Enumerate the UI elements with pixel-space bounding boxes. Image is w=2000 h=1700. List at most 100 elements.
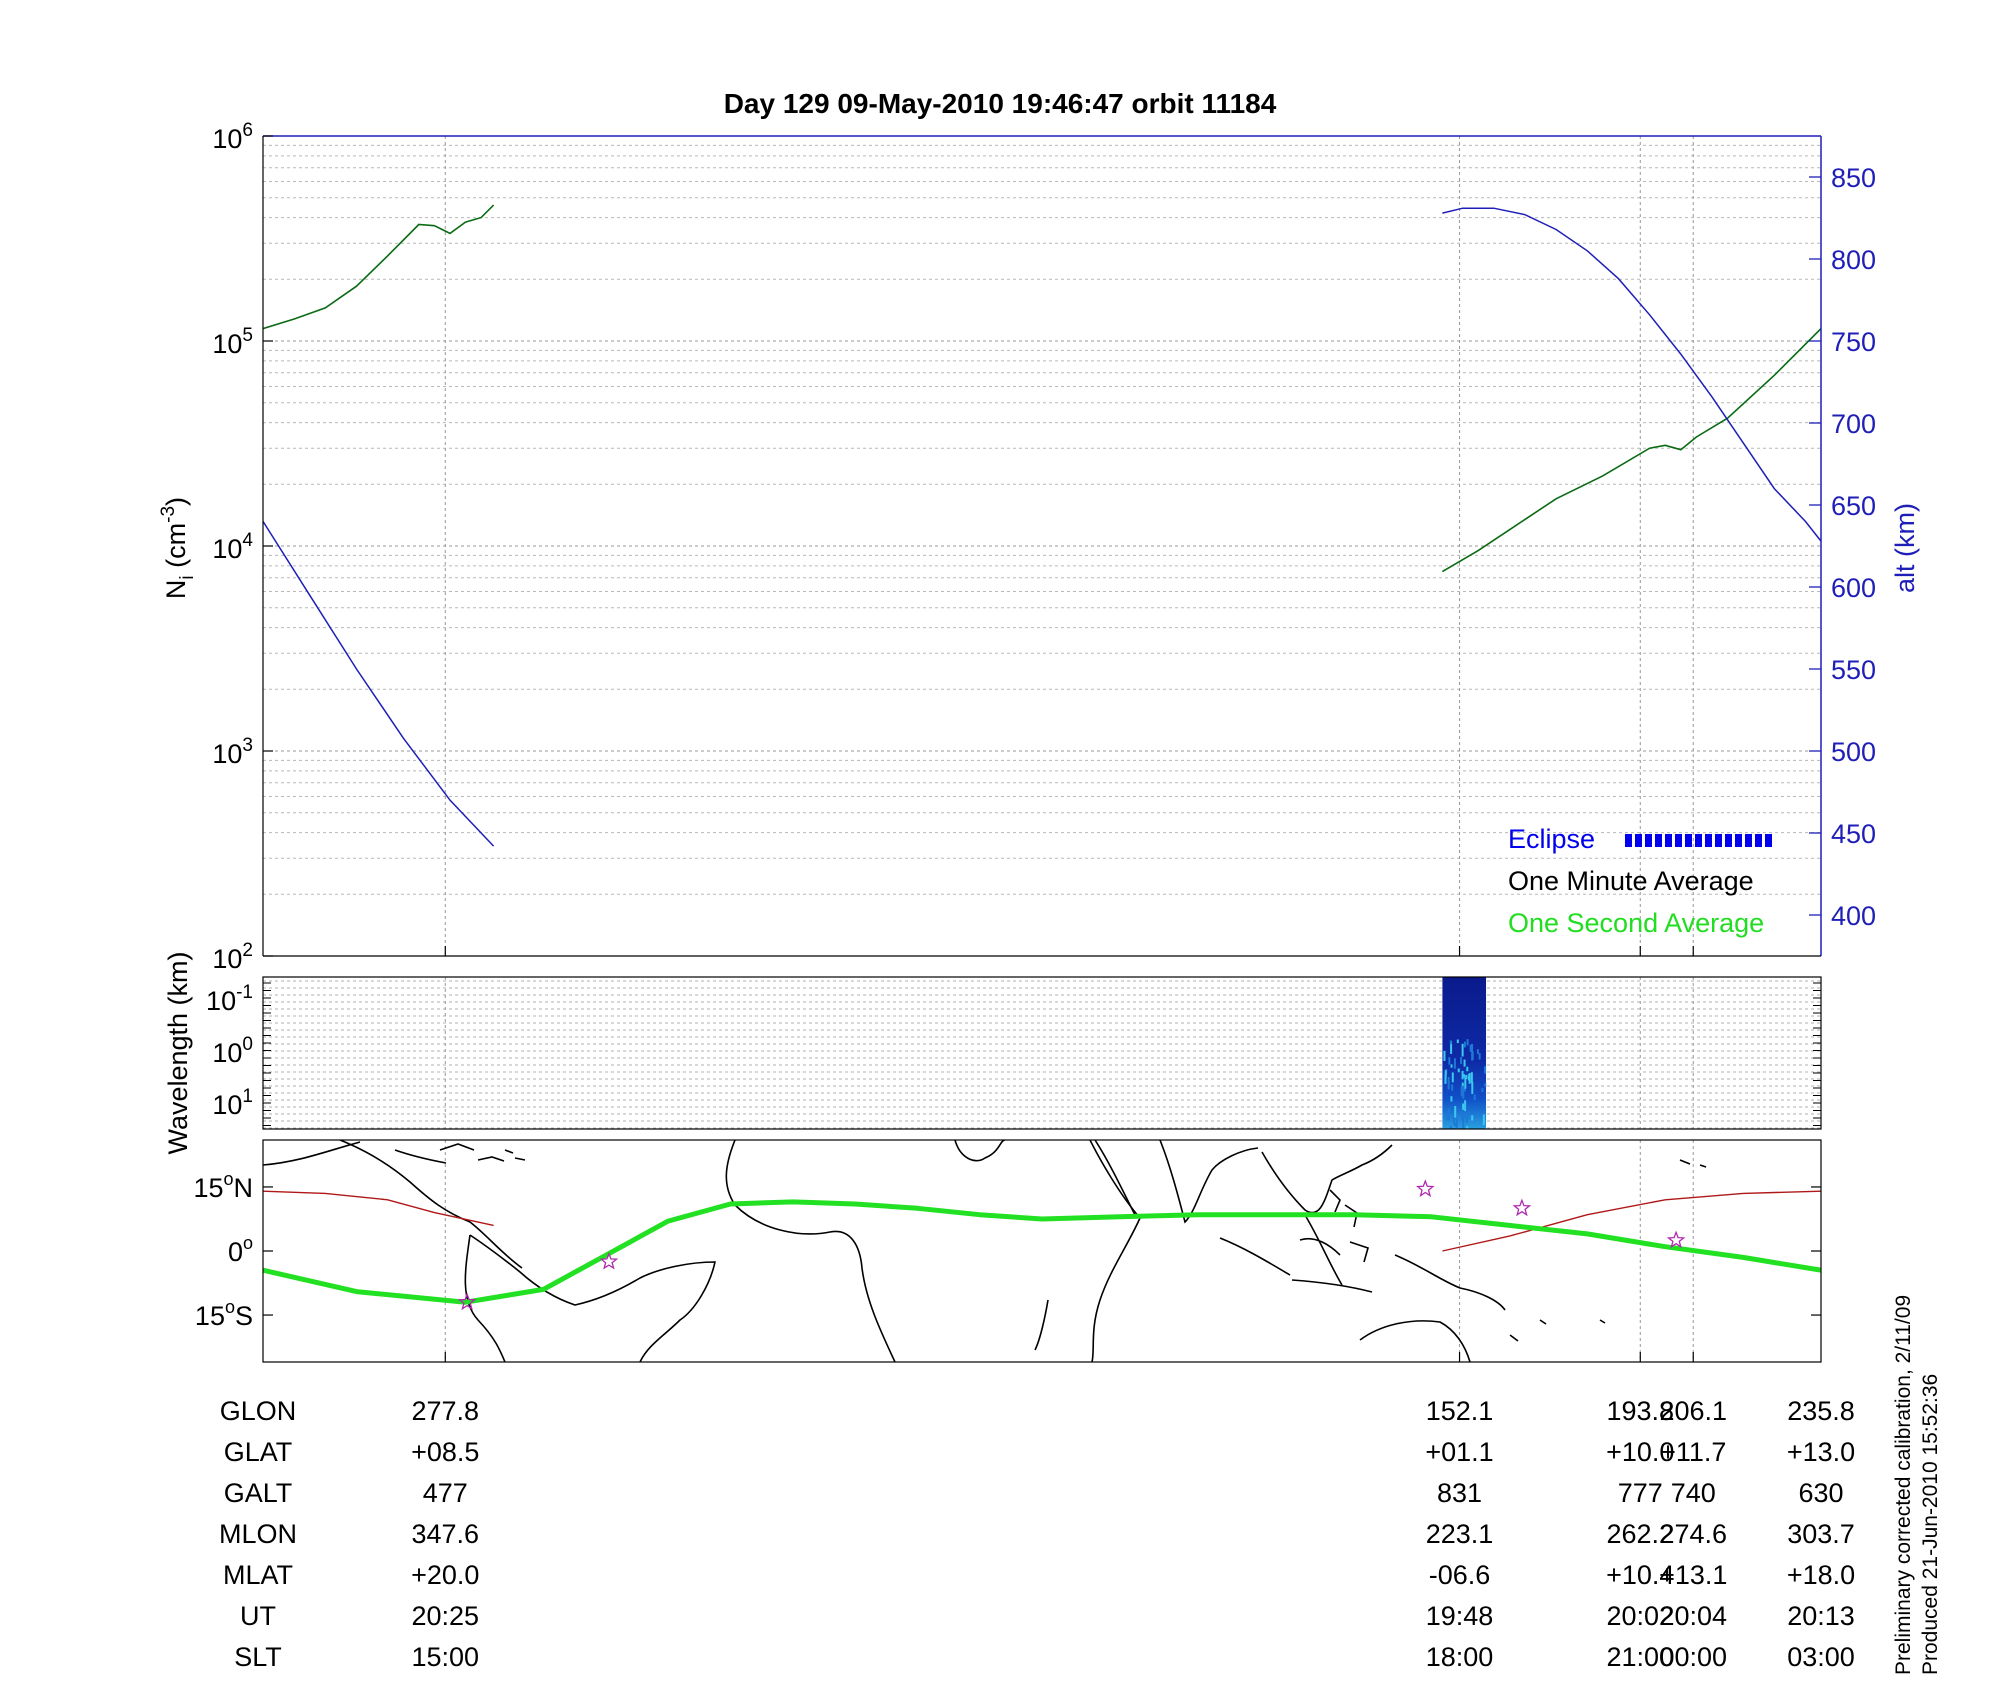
star-marker: [1512, 1198, 1532, 1217]
latitude-tick-label: 15oS: [195, 1297, 253, 1331]
density-tick-label: 103: [212, 735, 253, 769]
density-tick-label: 102: [212, 940, 253, 974]
altitude-tick-label: 700: [1831, 409, 1876, 439]
spectrogram-speckle: [1466, 1039, 1469, 1046]
table-cell: 740: [1671, 1478, 1716, 1508]
table-cell: +18.0: [1787, 1560, 1855, 1590]
spectrogram-speckle: [1444, 1074, 1447, 1084]
legend-eclipse-marks: [1625, 834, 1772, 847]
altitude-tick-label: 500: [1831, 737, 1876, 767]
table-cell: 262.2: [1606, 1519, 1674, 1549]
spectrogram-speckle: [1455, 1118, 1458, 1128]
star-marker: [1415, 1179, 1435, 1198]
table-row-label: UT: [240, 1601, 276, 1631]
eclipse-mark: [1705, 834, 1712, 847]
altitude-axis-label: alt (km): [1890, 503, 1920, 593]
spectrogram-speckle: [1456, 1039, 1459, 1044]
coastline-southeast-asia: [1261, 1144, 1393, 1286]
spectrogram-speckle: [1445, 1116, 1448, 1121]
table-cell: +10.4: [1606, 1560, 1674, 1590]
table-cell: 15:00: [411, 1642, 479, 1672]
legend-second-label: One Second Average: [1508, 908, 1764, 938]
latitude-axis-ticks: 15oN 0o 15oS: [193, 1169, 1821, 1331]
density-vertical-markers: [444, 136, 1694, 956]
eclipse-mark: [1645, 834, 1652, 847]
table-row-label: SLT: [234, 1642, 282, 1672]
magnetic-equator-stars: [457, 1179, 1686, 1311]
spectrogram-speckle: [1471, 1115, 1474, 1121]
spectrogram-speckle: [1470, 1072, 1473, 1083]
coastline-madagascar: [1034, 1299, 1049, 1351]
spectrogram-speckle: [1476, 1049, 1479, 1054]
table-cell: 831: [1437, 1478, 1482, 1508]
table-cell: 21:00: [1606, 1642, 1674, 1672]
coastline-pacific-islands: [1509, 1159, 1707, 1342]
spectrogram-speckle: [1450, 1064, 1453, 1068]
footnote-line-1: Preliminary corrected calibration, 2/11/…: [1892, 1295, 1915, 1675]
coastline-central-america: [263, 1140, 523, 1269]
spectrogram-speckle: [1482, 1114, 1485, 1125]
table-cell: +08.5: [411, 1437, 479, 1467]
spectrogram-speckle: [1451, 1072, 1454, 1083]
table-row-label: MLON: [219, 1519, 297, 1549]
table-cell: +13.1: [1659, 1560, 1727, 1590]
spectrogram-speckle: [1462, 1115, 1465, 1125]
spectrogram-speckle: [1462, 1124, 1465, 1129]
terminator-line-2: [1442, 1190, 1821, 1252]
spectrogram-speckle: [1462, 1103, 1465, 1110]
terminator-line-1: [263, 1190, 494, 1227]
table-cell: 235.8: [1787, 1396, 1855, 1426]
spectrogram-vertical-markers: [444, 977, 1694, 1129]
eclipse-mark: [1745, 834, 1752, 847]
chart-title: Day 129 09-May-2010 19:46:47 orbit 11184: [724, 88, 1277, 119]
spectrogram-speckle: [1453, 1058, 1456, 1069]
legend: Eclipse One Minute Average One Second Av…: [1508, 824, 1772, 938]
spectrogram-speckle: [1451, 1084, 1454, 1091]
spectrogram-speckle: [1484, 1083, 1487, 1087]
spectrogram-speckle: [1462, 1086, 1465, 1099]
footnote-line-2: Produced 21-Jun-2010 15:52:36: [1919, 1374, 1942, 1675]
table-cell: 303.7: [1787, 1519, 1855, 1549]
altitude-tick-label: 800: [1831, 245, 1876, 275]
spectrogram-speckle: [1461, 1082, 1464, 1087]
eclipse-mark: [1695, 834, 1702, 847]
latitude-tick-label: 0o: [228, 1233, 253, 1267]
altitude-tick-label: 550: [1831, 655, 1876, 685]
table-cell: +11.7: [1660, 1437, 1726, 1467]
eclipse-mark: [1685, 834, 1692, 847]
table-cell: +10.0: [1606, 1437, 1674, 1467]
spectrogram-speckle: [1454, 1105, 1457, 1118]
table-row-label: GLAT: [224, 1437, 293, 1467]
altitude-tick-label: 750: [1831, 327, 1876, 357]
spectrogram-speckle: [1450, 1096, 1453, 1102]
map-panel: 15oN 0o 15oS: [193, 1139, 1822, 1363]
density-panel: 106 105 104 103 102 850 800 750 700 650 600 550 500…: [158, 120, 1920, 974]
table-cell: 00:00: [1659, 1642, 1727, 1672]
eclipse-mark: [1635, 834, 1642, 847]
wavelength-tick-label: 10-1: [206, 982, 253, 1016]
spectrogram-panel: 10-1 100 101 Wavelength (km): [163, 951, 1822, 1155]
wavelength-axis-ticks: 10-1 100 101: [206, 982, 1821, 1126]
coastline-caribbean: [439, 1143, 526, 1162]
spectrogram-gridlines: [263, 980, 1821, 1129]
eclipse-mark: [1725, 834, 1732, 847]
altitude-axis-ticks: 850 800 750 700 650 600 550 500 450 400: [1809, 163, 1876, 931]
spectrogram-speckles: [1443, 1039, 1487, 1129]
altitude-tick-label: 850: [1831, 163, 1876, 193]
spectrogram-speckle: [1450, 1041, 1453, 1054]
table-cell: +13.0: [1787, 1437, 1855, 1467]
orbit-parameter-table: GLON GLAT GALT MLON MLAT UT SLT 277.8 +08.5 477 34…: [219, 1396, 1855, 1672]
table-cell: 777: [1618, 1478, 1663, 1508]
satellite-ground-track: [263, 1199, 1821, 1305]
spectrogram-speckle: [1464, 1100, 1467, 1112]
spectrogram-speckle: [1449, 1125, 1452, 1129]
table-cell: 20:13: [1787, 1601, 1855, 1631]
spectrogram-speckle: [1461, 1043, 1464, 1057]
legend-minute-label: One Minute Average: [1508, 866, 1754, 896]
density-tick-label: 106: [212, 120, 253, 154]
legend-eclipse-label: Eclipse: [1508, 824, 1595, 854]
altitude-tick-label: 650: [1831, 491, 1876, 521]
footnote: Preliminary corrected calibration, 2/11/…: [1892, 1295, 1942, 1675]
eclipse-mark: [1675, 834, 1682, 847]
eclipse-mark: [1655, 834, 1662, 847]
